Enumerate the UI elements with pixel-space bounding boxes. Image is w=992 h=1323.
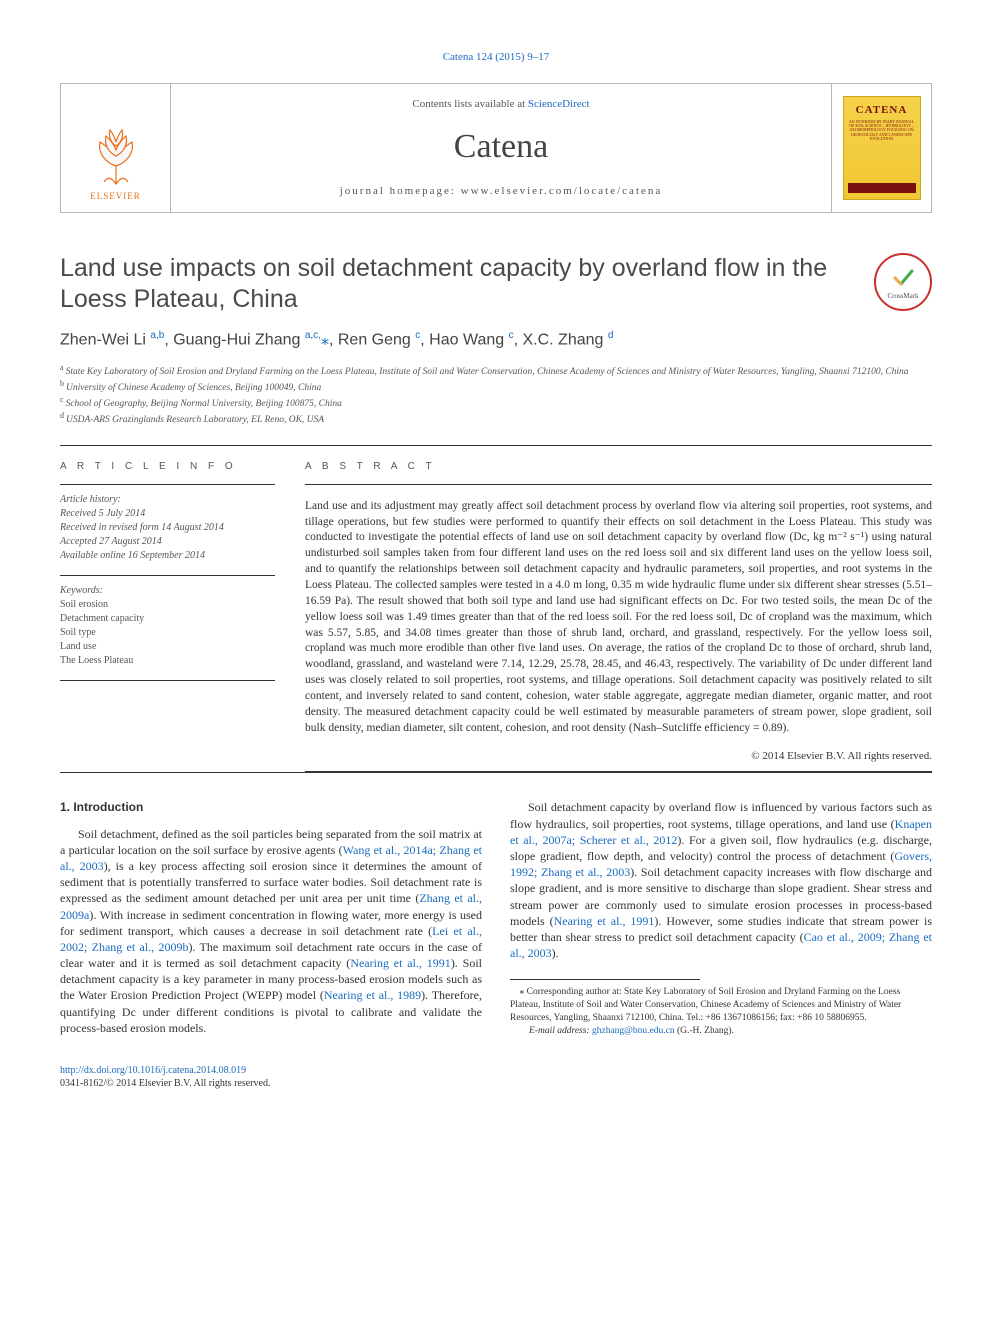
page-footer: http://dx.doi.org/10.1016/j.catena.2014.… (60, 1064, 932, 1090)
article-info-label: A R T I C L E I N F O (60, 446, 275, 484)
history-heading: Article history: (60, 493, 275, 507)
journal-title: Catena (454, 124, 548, 170)
publisher-name: ELSEVIER (90, 190, 141, 202)
journal-banner: ELSEVIER Contents lists available at Sci… (60, 83, 932, 213)
abstract-copyright: © 2014 Elsevier B.V. All rights reserved… (305, 745, 932, 772)
history-line: Received 5 July 2014 (60, 508, 145, 519)
footnote-separator (510, 979, 700, 980)
keyword: Detachment capacity (60, 613, 144, 624)
email-link[interactable]: ghzhang@bnu.edu.cn (592, 1026, 675, 1036)
intro-paragraph-2: Soil detachment capacity by overland flo… (510, 799, 932, 961)
info-rule-3 (60, 680, 275, 681)
article-history: Article history: Received 5 July 2014 Rec… (60, 485, 275, 575)
affiliation: bUniversity of Chinese Academy of Scienc… (60, 379, 932, 395)
history-line: Available online 16 September 2014 (60, 550, 205, 561)
crossmark-icon (889, 263, 917, 291)
cover-subtitle: AN INTERDISCIPLINARY JOURNAL OF SOIL SCI… (848, 120, 916, 142)
contents-available: Contents lists available at ScienceDirec… (412, 97, 589, 112)
affiliation: dUSDA-ARS Grazinglands Research Laborato… (60, 411, 932, 427)
rule-bottom (60, 772, 932, 773)
keyword: Soil erosion (60, 599, 108, 610)
keywords: Keywords: Soil erosion Detachment capacit… (60, 576, 275, 680)
intro-paragraph-1: Soil detachment, defined as the soil par… (60, 826, 482, 1036)
email-tail: (G.-H. Zhang). (675, 1026, 734, 1036)
body-columns: 1. Introduction Soil detachment, defined… (60, 799, 932, 1037)
history-line: Received in revised form 14 August 2014 (60, 522, 224, 533)
ref-link[interactable]: Nearing et al., 1991 (554, 914, 655, 928)
elsevier-tree-icon (86, 116, 146, 186)
email-label: E-mail address: (529, 1026, 592, 1036)
affiliation: aState Key Laboratory of Soil Erosion an… (60, 363, 932, 379)
crossmark-label: CrossMark (887, 292, 918, 301)
citation-link[interactable]: Catena 124 (2015) 9–17 (443, 51, 550, 63)
cover-title: CATENA (856, 103, 908, 118)
journal-cover: CATENA AN INTERDISCIPLINARY JOURNAL OF S… (831, 84, 931, 212)
footnotes: ⁎ Corresponding author at: State Key Lab… (510, 986, 932, 1037)
keywords-heading: Keywords: (60, 584, 275, 598)
keyword: Soil type (60, 627, 96, 638)
keyword: The Loess Plateau (60, 655, 133, 666)
sciencedirect-link[interactable]: ScienceDirect (528, 98, 590, 110)
ref-link[interactable]: Nearing et al., 1989 (324, 988, 421, 1002)
abstract-label: A B S T R A C T (305, 446, 932, 484)
article-title: Land use impacts on soil detachment capa… (60, 253, 854, 316)
ref-link[interactable]: Nearing et al., 1991 (350, 956, 451, 970)
affiliation: cSchool of Geography, Beijing Normal Uni… (60, 395, 932, 411)
keyword: Land use (60, 641, 96, 652)
authors-line: Zhen-Wei Li a,b, Guang-Hui Zhang a,c,⁎, … (60, 329, 932, 351)
journal-homepage: journal homepage: www.elsevier.com/locat… (340, 184, 663, 199)
corresponding-author: Corresponding author at: State Key Labor… (510, 987, 901, 1023)
abstract-text: Land use and its adjustment may greatly … (305, 485, 932, 745)
abstract-rule-bottom (305, 771, 932, 772)
history-line: Accepted 27 August 2014 (60, 536, 162, 547)
crossmark-badge[interactable]: CrossMark (874, 253, 932, 311)
issn-copyright: 0341-8162/© 2014 Elsevier B.V. All right… (60, 1078, 270, 1089)
affiliations: aState Key Laboratory of Soil Erosion an… (60, 363, 932, 427)
publisher-logo: ELSEVIER (61, 84, 171, 212)
top-citation: Catena 124 (2015) 9–17 (60, 50, 932, 65)
doi-link[interactable]: http://dx.doi.org/10.1016/j.catena.2014.… (60, 1065, 246, 1076)
section-heading-intro: 1. Introduction (60, 799, 482, 815)
